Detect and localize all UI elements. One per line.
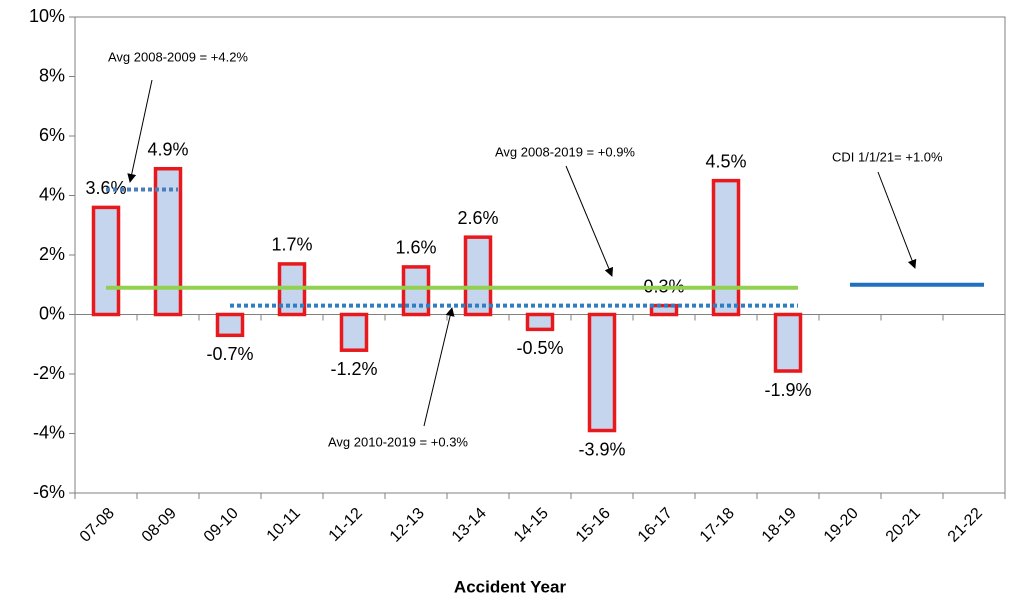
annotation-arrow	[127, 79, 153, 183]
bar	[711, 178, 741, 317]
data-label: -0.7%	[206, 344, 253, 364]
data-label: -1.9%	[764, 380, 811, 400]
data-label: -1.2%	[330, 359, 377, 379]
x-tick-label: 12-13	[387, 505, 428, 546]
data-label: 2.6%	[457, 208, 498, 228]
bar	[339, 312, 369, 352]
data-label: 4.5%	[705, 151, 746, 171]
data-label: -3.9%	[578, 439, 625, 459]
bar	[587, 312, 617, 433]
bar	[153, 166, 183, 317]
x-tick-label: 10-11	[264, 505, 304, 545]
x-tick-label: 08-09	[139, 505, 180, 546]
x-tick-label: 17-18	[697, 505, 738, 546]
bar	[773, 312, 803, 373]
data-label: 4.9%	[147, 139, 188, 159]
x-tick-label: 16-17	[635, 505, 676, 546]
annotation-arrow	[877, 171, 917, 269]
x-tick-label: 14-15	[511, 505, 552, 546]
y-tick-label: 8%	[39, 65, 65, 85]
x-tick-label: 21-22	[945, 505, 986, 546]
y-tick-label: 2%	[39, 244, 65, 264]
y-tick-label: 4%	[39, 184, 65, 204]
x-tick-label: 20-21	[883, 505, 924, 546]
y-tick-label: -2%	[33, 363, 65, 383]
annotation-arrow	[423, 307, 455, 427]
y-tick-label: -4%	[33, 422, 65, 442]
annotation: CDI 1/1/21= +1.0%	[832, 149, 943, 164]
x-axis-title: Accident Year	[454, 577, 567, 596]
x-tick-label: 13-14	[449, 505, 490, 546]
x-tick-label: 11-12	[326, 505, 366, 545]
y-tick-label: 0%	[39, 303, 65, 323]
data-label: 1.6%	[395, 238, 436, 258]
bar	[463, 235, 493, 317]
annotation: Avg 2010-2019 = +0.3%	[328, 434, 468, 449]
data-label: -0.5%	[516, 338, 563, 358]
plot-frame	[74, 16, 1006, 494]
annotation-arrow	[565, 165, 614, 277]
bar	[215, 312, 245, 338]
x-tick-label: 07-08	[77, 505, 118, 546]
annotation: Avg 2008-2009 = +4.2%	[108, 49, 248, 64]
y-tick-label: -6%	[33, 482, 65, 502]
annotation: Avg 2008-2019 = +0.9%	[495, 144, 635, 159]
data-label: 1.7%	[271, 235, 312, 255]
y-tick-label: 10%	[29, 6, 65, 26]
bar	[525, 312, 555, 332]
bar	[91, 205, 121, 317]
x-tick-label: 15-16	[573, 505, 614, 546]
y-tick-label: 6%	[39, 125, 65, 145]
x-tick-label: 18-19	[759, 505, 800, 546]
x-tick-label: 09-10	[201, 505, 242, 546]
x-tick-label: 19-20	[821, 505, 862, 546]
